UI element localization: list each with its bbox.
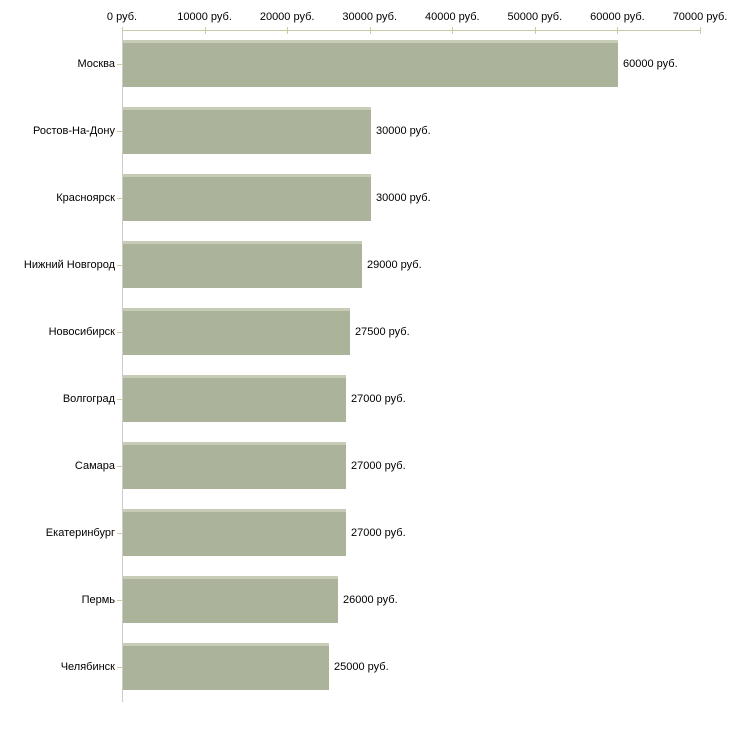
y-tick-mark [117,198,122,199]
x-tick-label: 60000 руб. [590,11,645,23]
bar [123,643,329,690]
bar [123,308,350,355]
x-tick-mark [700,27,701,34]
x-tick-mark [452,27,454,34]
x-tick-mark [287,27,289,34]
x-axis-line [122,30,701,31]
value-label: 25000 руб. [334,661,389,673]
value-label: 30000 руб. [376,192,431,204]
x-tick-label: 20000 руб. [259,11,315,23]
x-tick-label: 10000 руб. [177,11,232,23]
value-label: 60000 руб. [623,58,678,70]
x-tick-label: 40000 руб. [424,11,480,23]
x-tick-mark [122,27,123,34]
x-tick-label: 30000 руб. [342,11,398,23]
bar [123,442,346,489]
value-label: 27000 руб. [351,527,406,539]
value-label: 29000 руб. [367,259,422,271]
bar [123,107,371,154]
y-tick-mark [117,332,122,333]
bar [123,241,362,288]
bar [123,40,618,87]
category-label: Самара [74,460,115,472]
y-axis-line [122,30,123,702]
y-tick-mark [117,399,122,400]
category-label: Нижний Новгород [23,259,115,271]
x-tick-label: 50000 руб. [507,11,563,23]
bar [123,576,338,623]
value-label: 27000 руб. [351,393,406,405]
x-tick-mark [204,27,206,34]
x-tick-label: 0 руб. [106,11,138,23]
bar [123,509,346,556]
value-label: 26000 руб. [343,594,398,606]
x-tick-mark [369,27,371,34]
value-label: 27000 руб. [351,460,406,472]
category-label: Москва [77,58,115,70]
y-tick-mark [117,131,122,132]
category-label: Красноярск [56,192,115,204]
value-label: 30000 руб. [376,125,431,137]
y-tick-mark [117,600,122,601]
category-label: Пермь [81,594,115,606]
category-label: Волгоград [62,393,115,405]
category-label: Ростов-На-Дону [32,125,115,137]
x-tick-label: 70000 руб. [672,11,728,23]
bar [123,174,371,221]
category-label: Челябинск [60,661,115,673]
value-label: 27500 руб. [355,326,410,338]
category-label: Новосибирск [48,326,115,338]
y-tick-mark [117,64,122,65]
category-label: Екатеринбург [45,527,115,539]
y-tick-mark [117,667,122,668]
x-tick-mark [617,27,619,34]
y-tick-mark [117,533,122,534]
y-tick-mark [117,466,122,467]
bar [123,375,346,422]
y-tick-mark [117,265,122,266]
x-tick-mark [534,27,536,34]
